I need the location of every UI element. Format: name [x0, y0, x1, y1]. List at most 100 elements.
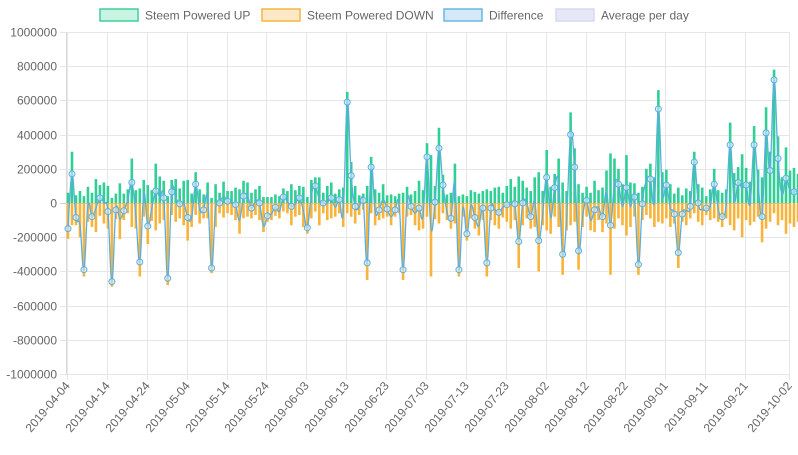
difference-point[interactable] [160, 194, 168, 202]
difference-point[interactable] [144, 222, 152, 230]
difference-point[interactable] [375, 206, 383, 214]
difference-point[interactable] [559, 250, 567, 258]
difference-point[interactable] [407, 202, 415, 210]
difference-point[interactable] [575, 247, 583, 255]
difference-point[interactable] [686, 202, 694, 210]
difference-point[interactable] [774, 155, 782, 163]
difference-point[interactable] [471, 214, 479, 222]
difference-point[interactable] [770, 76, 778, 84]
difference-point[interactable] [104, 208, 112, 216]
difference-point[interactable] [216, 199, 224, 207]
difference-point[interactable] [634, 261, 642, 269]
difference-point[interactable] [80, 266, 88, 274]
difference-point[interactable] [790, 188, 798, 196]
legend-item-average-per-day[interactable]: Average per day [555, 8, 689, 23]
difference-point[interactable] [423, 153, 431, 161]
difference-point[interactable] [240, 192, 248, 200]
difference-point[interactable] [176, 200, 184, 208]
difference-point[interactable] [303, 224, 311, 232]
difference-point[interactable] [511, 200, 519, 208]
difference-point[interactable] [415, 204, 423, 212]
difference-point[interactable] [367, 163, 375, 171]
difference-point[interactable] [263, 212, 271, 220]
difference-point[interactable] [112, 206, 120, 214]
difference-point[interactable] [591, 206, 599, 214]
difference-point[interactable] [391, 206, 399, 214]
difference-point[interactable] [599, 213, 607, 221]
difference-point[interactable] [108, 278, 116, 286]
difference-point[interactable] [702, 204, 710, 212]
difference-point[interactable] [152, 187, 160, 195]
difference-point[interactable] [734, 178, 742, 186]
difference-point[interactable] [383, 205, 391, 213]
difference-point[interactable] [208, 264, 216, 272]
difference-point[interactable] [646, 175, 654, 183]
difference-point[interactable] [479, 204, 487, 212]
difference-point[interactable] [200, 206, 208, 214]
difference-point[interactable] [670, 210, 678, 218]
difference-point[interactable] [88, 213, 96, 221]
difference-point[interactable] [319, 199, 327, 207]
difference-point[interactable] [164, 274, 172, 282]
difference-point[interactable] [247, 204, 255, 212]
difference-point[interactable] [363, 259, 371, 267]
difference-point[interactable] [515, 237, 523, 245]
difference-point[interactable] [503, 201, 511, 209]
difference-point[interactable] [571, 163, 579, 171]
difference-point[interactable] [622, 184, 630, 192]
difference-point[interactable] [168, 188, 176, 196]
difference-point[interactable] [495, 208, 503, 216]
legend-item-difference[interactable]: Difference [443, 8, 544, 23]
difference-point[interactable] [192, 180, 200, 188]
difference-point[interactable] [359, 196, 367, 204]
difference-point[interactable] [614, 180, 622, 188]
difference-point[interactable] [762, 129, 770, 137]
difference-point[interactable] [255, 199, 263, 207]
difference-point[interactable] [718, 213, 726, 221]
difference-point[interactable] [694, 199, 702, 207]
difference-point[interactable] [678, 210, 686, 218]
difference-point[interactable] [232, 201, 240, 209]
difference-point[interactable] [96, 194, 104, 202]
difference-point[interactable] [128, 178, 136, 186]
difference-point[interactable] [343, 98, 351, 106]
difference-point[interactable] [750, 141, 758, 149]
difference-point[interactable] [335, 196, 343, 204]
difference-point[interactable] [455, 266, 463, 274]
difference-point[interactable] [662, 181, 670, 189]
difference-point[interactable] [710, 180, 718, 188]
difference-point[interactable] [782, 174, 790, 182]
difference-point[interactable] [439, 181, 447, 189]
difference-point[interactable] [742, 181, 750, 189]
difference-point[interactable] [447, 214, 455, 222]
difference-point[interactable] [431, 198, 439, 206]
legend-item-steem-powered-down[interactable]: Steem Powered DOWN [261, 8, 434, 23]
difference-point[interactable] [551, 184, 559, 192]
difference-point[interactable] [64, 225, 72, 233]
difference-point[interactable] [638, 200, 646, 208]
difference-point[interactable] [327, 194, 335, 202]
difference-point[interactable] [351, 202, 359, 210]
difference-point[interactable] [758, 213, 766, 221]
difference-point[interactable] [766, 167, 774, 175]
difference-point[interactable] [654, 105, 662, 113]
legend-item-steem-powered-up[interactable]: Steem Powered UP [99, 8, 250, 23]
difference-point[interactable] [726, 141, 734, 149]
difference-point[interactable] [690, 158, 698, 166]
difference-point[interactable] [347, 172, 355, 180]
difference-point[interactable] [483, 259, 491, 267]
difference-point[interactable] [567, 131, 575, 139]
difference-point[interactable] [184, 214, 192, 222]
difference-point[interactable] [463, 230, 471, 238]
difference-point[interactable] [399, 266, 407, 274]
difference-point[interactable] [435, 144, 443, 152]
difference-point[interactable] [606, 221, 614, 229]
difference-point[interactable] [583, 196, 591, 204]
difference-point[interactable] [72, 214, 80, 222]
difference-point[interactable] [674, 249, 682, 257]
difference-point[interactable] [535, 237, 543, 245]
difference-point[interactable] [630, 193, 638, 201]
difference-point[interactable] [519, 199, 527, 207]
difference-point[interactable] [120, 207, 128, 215]
difference-point[interactable] [279, 193, 287, 201]
